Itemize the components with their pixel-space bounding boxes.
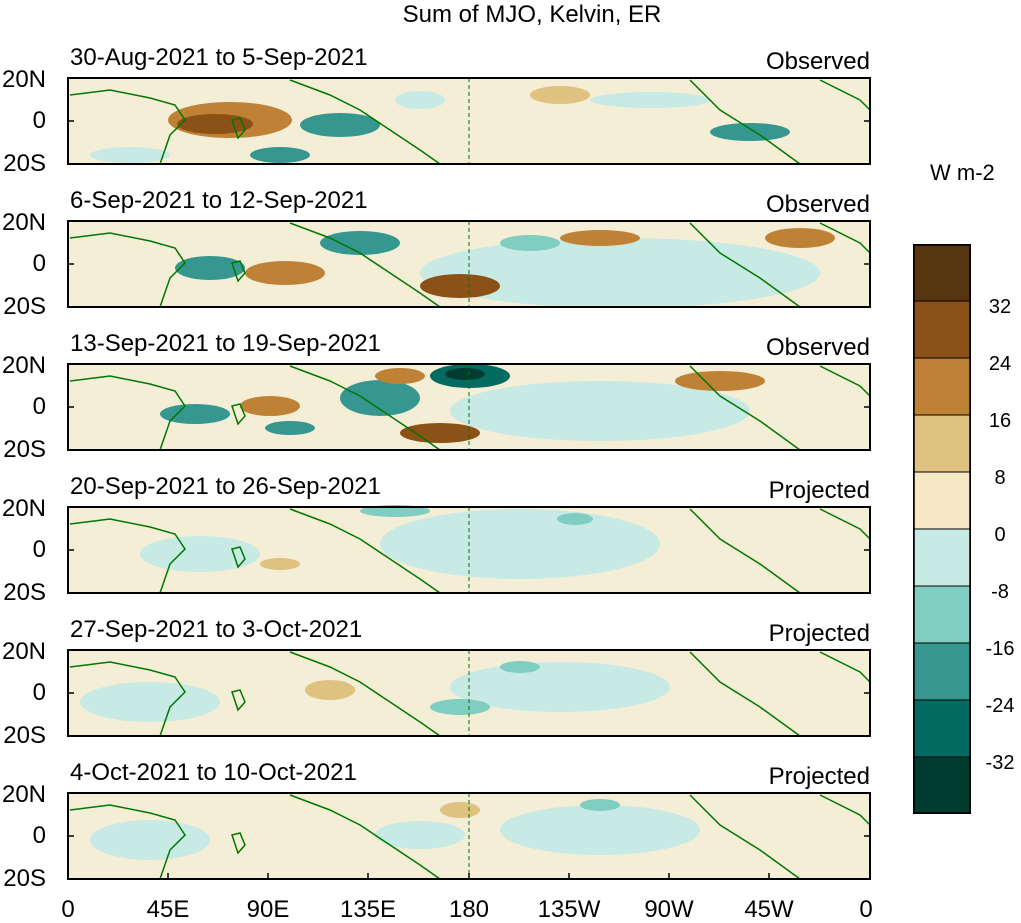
colorbar-label-neg32: -32: [985, 752, 1015, 774]
colorbar-units: W m-2: [930, 160, 995, 185]
colorbar-label-0: 0: [994, 524, 1006, 546]
panel-4: 20-Sep-2021 to 26-Sep-2021 Projected 20N…: [0, 469, 900, 609]
panel-date-label: 13-Sep-2021 to 19-Sep-2021: [70, 330, 381, 357]
panel-date-label: 6-Sep-2021 to 12-Sep-2021: [70, 187, 368, 214]
coastlines: [69, 651, 871, 737]
panel-status-label: Projected: [768, 477, 870, 504]
longitude-axis: 0 45E 90E 135E 180 135W 90W 45W 0: [0, 896, 900, 923]
panel-5: 27-Sep-2021 to 3-Oct-2021 Projected 20N …: [0, 612, 900, 752]
lat-label-20s: 20S: [3, 722, 46, 749]
panel-status-label: Observed: [765, 191, 870, 218]
lon-label-45e: 45E: [146, 896, 190, 923]
lon-label-180: 180: [448, 896, 490, 923]
colorbar-swatch: [913, 528, 971, 587]
coastlines: [69, 794, 871, 880]
lat-label-equator: 0: [32, 536, 46, 563]
coastlines: [69, 79, 871, 165]
lon-label-0: 0: [61, 896, 75, 923]
panel-status-label: Observed: [765, 48, 870, 75]
lat-label-20s: 20S: [3, 865, 46, 892]
colorbar-swatch: [913, 471, 971, 530]
anomaly-blobs: [90, 799, 700, 860]
colorbar-label-neg24: -24: [985, 695, 1015, 717]
coastlines: [69, 508, 871, 594]
lat-label-equator: 0: [32, 250, 46, 277]
lon-label-135e: 135E: [339, 896, 397, 923]
panel-status-label: Observed: [765, 334, 870, 361]
anomaly-blobs: [160, 364, 765, 443]
tick-marks: [67, 792, 871, 880]
lat-label-equator: 0: [32, 107, 46, 134]
lat-label-20n: 20N: [1, 352, 46, 379]
lat-label-20n: 20N: [1, 495, 46, 522]
lat-label-equator: 0: [32, 822, 46, 849]
anomaly-map: [67, 649, 871, 737]
lat-label-20n: 20N: [1, 781, 46, 808]
anomaly-map: [67, 505, 871, 594]
colorbar-label-neg8: -8: [991, 581, 1009, 603]
anomaly-blobs: [140, 505, 660, 579]
lon-label-90e: 90E: [246, 896, 290, 923]
lon-label-135w: 135W: [537, 896, 601, 923]
coastlines: [69, 365, 871, 451]
anomaly-map: [67, 220, 871, 308]
colorbar-swatch: [913, 585, 971, 644]
colorbar-swatch: [913, 414, 971, 473]
lat-label-20n: 20N: [1, 209, 46, 236]
lat-label-equator: 0: [32, 679, 46, 706]
colorbar-swatch: [913, 244, 971, 302]
lon-label-45w: 45W: [744, 896, 794, 923]
anomaly-map: [67, 363, 871, 451]
colorbar-label-24: 24: [988, 353, 1012, 375]
panel-date-label: 30-Aug-2021 to 5-Sep-2021: [70, 44, 368, 71]
lat-label-20s: 20S: [3, 150, 46, 177]
panel-status-label: Projected: [768, 763, 870, 790]
anomaly-map: [67, 77, 871, 165]
colorbar-swatch: [913, 300, 971, 359]
lat-label-equator: 0: [32, 393, 46, 420]
panel-3: 13-Sep-2021 to 19-Sep-2021 Observed 20N …: [0, 326, 900, 466]
lon-label-90w: 90W: [644, 896, 694, 923]
anomaly-blobs: [175, 228, 835, 308]
anomaly-map: [67, 792, 871, 880]
tick-marks: [68, 363, 870, 451]
tick-marks: [68, 220, 870, 308]
lat-label-20s: 20S: [3, 436, 46, 463]
colorbar-label-8: 8: [994, 467, 1006, 489]
lat-label-20s: 20S: [3, 293, 46, 320]
panel-2: 6-Sep-2021 to 12-Sep-2021 Observed 20N 0…: [0, 183, 900, 323]
tick-marks: [68, 649, 870, 737]
panel-6: 4-Oct-2021 to 10-Oct-2021 Projected 20N …: [0, 755, 900, 895]
lon-label-0-east: 0: [859, 896, 873, 923]
panel-status-label: Projected: [768, 620, 870, 647]
panel-1: 30-Aug-2021 to 5-Sep-2021 Observed 20N 0…: [0, 40, 900, 180]
colorbar-label-32: 32: [988, 296, 1012, 318]
panel-date-label: 20-Sep-2021 to 26-Sep-2021: [70, 473, 381, 500]
lat-label-20n: 20N: [1, 638, 46, 665]
colorbar-swatch: [913, 756, 971, 814]
colorbar: [913, 244, 971, 814]
colorbar-label-16: 16: [988, 410, 1012, 432]
panel-date-label: 27-Sep-2021 to 3-Oct-2021: [70, 616, 363, 643]
lat-label-20s: 20S: [3, 579, 46, 606]
lat-label-20n: 20N: [1, 66, 46, 93]
colorbar-label-neg16: -16: [985, 638, 1015, 660]
tick-marks: [68, 77, 870, 165]
colorbar-swatch: [913, 642, 971, 701]
coastlines: [69, 222, 871, 308]
panel-date-label: 4-Oct-2021 to 10-Oct-2021: [70, 759, 357, 786]
tick-marks: [68, 506, 870, 594]
colorbar-swatch: [913, 357, 971, 416]
colorbar-swatch: [913, 699, 971, 758]
chart-title: Sum of MJO, Kelvin, ER: [402, 1, 662, 28]
